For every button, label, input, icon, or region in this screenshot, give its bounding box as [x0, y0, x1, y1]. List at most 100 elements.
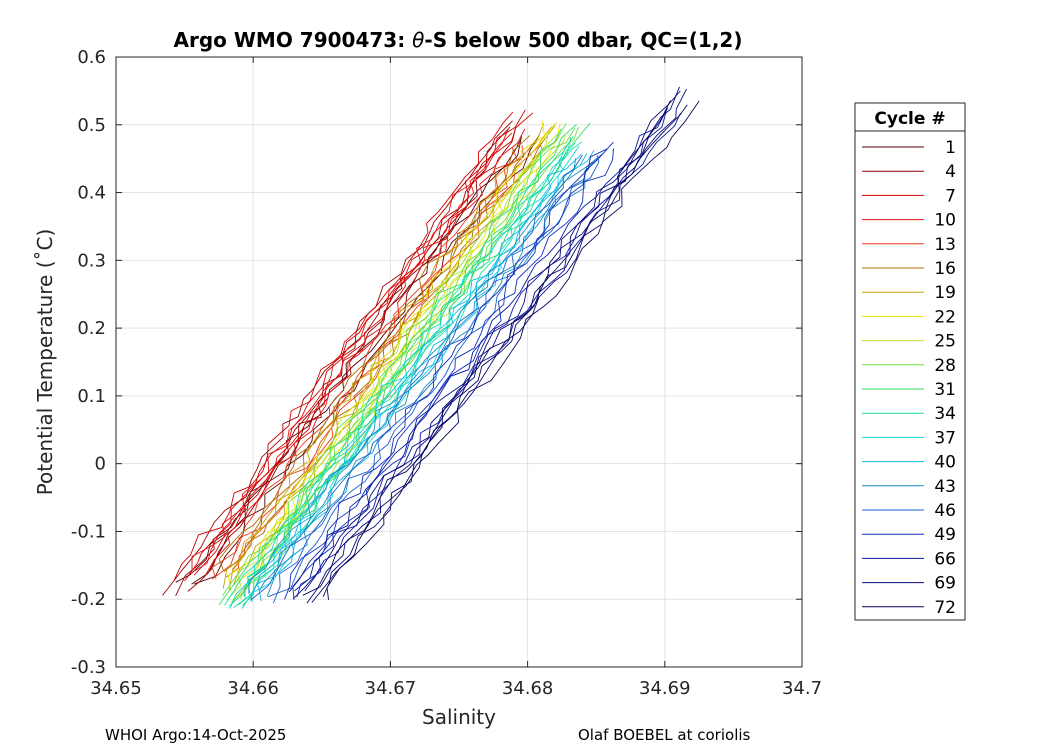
legend-label: 31: [934, 380, 956, 400]
series-line-43: [248, 158, 577, 594]
plot-frame: [115, 56, 803, 668]
axis-ticks: 34.65 34.66 34.67 34.68 34.69 34.7 -0.3 -0.2 -0.…: [71, 47, 822, 699]
footer-left: WHOI Argo:14-Oct-2025: [105, 726, 286, 744]
legend-title: Cycle #: [874, 109, 945, 129]
legend-label: 72: [934, 598, 956, 618]
legend-label: 25: [934, 332, 956, 352]
legend-label: 13: [934, 235, 956, 255]
series-line-72: [326, 100, 700, 600]
legend-label: 46: [934, 501, 956, 521]
legend-label: 49: [934, 525, 956, 545]
legend-entry-16: 16: [862, 259, 956, 279]
series-line-37: [250, 145, 580, 603]
series-line-4: [187, 128, 517, 592]
x-tick-label: 34.69: [639, 678, 691, 699]
series-line-66: [288, 107, 669, 593]
legend-entry-28: 28: [862, 356, 956, 376]
y-tick-label: -0.2: [71, 589, 106, 610]
series-line-49: [284, 148, 608, 600]
chart-title-suffix: -S below 500 dbar, QC=(1,2): [424, 28, 742, 52]
legend-label: 43: [934, 477, 956, 497]
legend-entry-37: 37: [862, 428, 956, 448]
series-line-16: [218, 135, 531, 571]
series-line-40: [243, 153, 582, 597]
legend-entry-10: 10: [862, 211, 956, 231]
legend-entry-13: 13: [862, 235, 956, 255]
legend-label: 4: [945, 162, 956, 182]
legend-label: 19: [934, 283, 956, 303]
chart-title-theta: θ: [412, 28, 424, 52]
legend-entry-49: 49: [862, 525, 956, 545]
legend-entry-72: 72: [862, 598, 956, 618]
series-line-40: [249, 153, 588, 601]
legend-label: 1: [945, 138, 956, 158]
x-tick-label: 34.68: [502, 678, 554, 699]
series-line-66: [304, 112, 681, 592]
series-line-10: [191, 128, 509, 570]
footer-right: Olaf BOEBEL at coriolis: [578, 726, 751, 744]
series-cycle-72: [302, 100, 700, 603]
series-line-25: [226, 132, 550, 600]
chart-title-prefix: Argo WMO 7900473:: [174, 28, 413, 52]
series-line-72: [302, 100, 671, 596]
x-tick-label: 34.7: [782, 678, 822, 699]
legend-entry-31: 31: [862, 380, 956, 400]
legend-entry-43: 43: [862, 477, 956, 497]
legend-entry-1: 1: [862, 138, 956, 158]
series-line-1: [175, 137, 522, 583]
series-line-34: [224, 136, 574, 606]
legend-label: 7: [945, 186, 956, 206]
y-tick-label: -0.3: [71, 657, 106, 678]
legend: Cycle # 1 4 7 10 13 16 19 22 25 28 31 34 37 40 43 46 49 6…: [854, 102, 966, 621]
series-line-37: [229, 145, 567, 609]
legend-label: 22: [934, 307, 956, 327]
series-line-16: [223, 136, 539, 573]
y-tick-label: -0.1: [71, 521, 106, 542]
series-line-72: [311, 104, 688, 603]
series-cycle-10: [191, 128, 526, 577]
plot-area: [116, 57, 802, 667]
series-line-49: [296, 148, 614, 598]
legend-entry-40: 40: [862, 453, 956, 473]
y-tick-label: 0.5: [77, 115, 106, 136]
legend-entry-22: 22: [862, 307, 956, 327]
legend-label: 34: [934, 404, 956, 424]
series-cycle-49: [284, 141, 614, 601]
legend-label: 37: [934, 428, 956, 448]
legend-label: 69: [934, 574, 956, 594]
legend-entry-46: 46: [862, 501, 956, 521]
series-line-10: [194, 132, 513, 572]
series-line-7: [184, 109, 526, 582]
y-axis-label: Potential Temperature (˚C): [33, 229, 57, 496]
chart-title: Argo WMO 7900473: θ-S below 500 dbar, QC…: [174, 28, 743, 52]
legend-label: 10: [934, 211, 956, 231]
series-line-1: [191, 134, 523, 585]
legend-entry-19: 19: [862, 283, 956, 303]
series-line-46: [267, 155, 600, 598]
y-tick-label: 0.4: [77, 183, 106, 204]
legend-label: 16: [934, 259, 956, 279]
series-line-19: [222, 123, 545, 589]
legend-entry-69: 69: [862, 574, 956, 594]
legend-label: 28: [934, 356, 956, 376]
legend-label: 40: [934, 453, 956, 473]
y-tick-label: 0.6: [77, 47, 106, 68]
y-tick-label: 0.1: [77, 386, 106, 407]
legend-items: 1 4 7 10 13 16 19 22 25 28 31 34 37 40 43 46 49 66 69 72: [862, 138, 956, 618]
x-axis-label: Salinity: [422, 705, 496, 729]
legend-entry-25: 25: [862, 332, 956, 352]
series-line-10: [204, 128, 526, 577]
x-tick-label: 34.65: [90, 678, 142, 699]
x-tick-label: 34.66: [227, 678, 279, 699]
series-cycle-46: [251, 152, 604, 604]
series-line-31: [218, 128, 562, 606]
series-line-7: [173, 111, 514, 581]
series-line-43: [259, 161, 594, 591]
y-tick-label: 0.3: [77, 250, 106, 271]
series-line-37: [241, 142, 576, 609]
y-tick-label: 0: [95, 454, 106, 475]
series-line-49: [292, 141, 614, 601]
series-line-46: [251, 155, 583, 600]
data-lines: [162, 86, 700, 609]
